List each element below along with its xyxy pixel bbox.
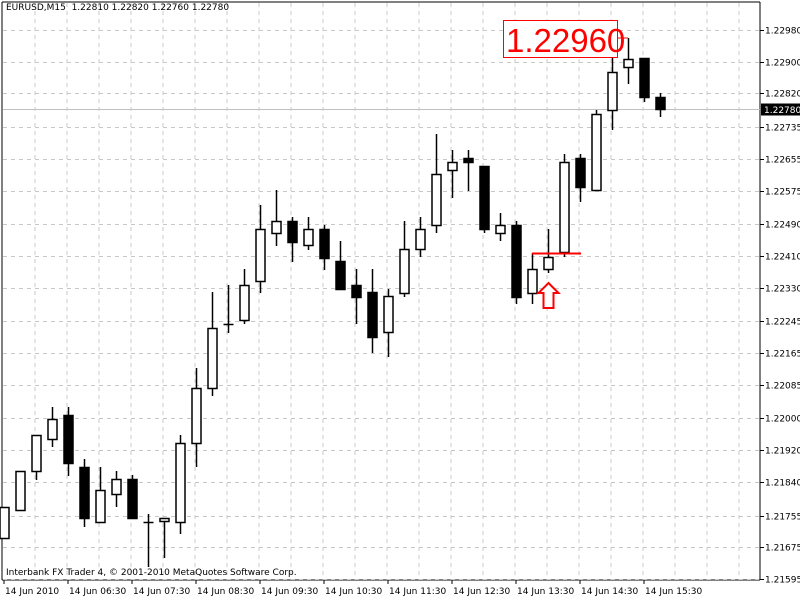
high-price-label-box bbox=[503, 20, 618, 58]
candle-bullish bbox=[399, 248, 410, 295]
time-tick-label: 14 Jun 10:30 bbox=[325, 587, 382, 597]
ohlc-close: 1.22780 bbox=[191, 3, 230, 13]
candle-bullish bbox=[255, 228, 266, 283]
candle-bullish bbox=[495, 224, 506, 235]
candle-bullish bbox=[111, 478, 122, 496]
time-tick-label: 14 Jun 06:30 bbox=[69, 587, 126, 597]
candle-bullish bbox=[383, 295, 394, 334]
price-tick-label: 1.22980 bbox=[765, 27, 800, 37]
price-tick-label: 1.22900 bbox=[765, 59, 800, 69]
time-tick-label: 14 Jun 13:30 bbox=[517, 587, 574, 597]
time-tick-label: 14 Jun 07:30 bbox=[133, 587, 190, 597]
candle-bullish bbox=[431, 173, 442, 227]
current-price-label: 1.22780 bbox=[764, 106, 800, 116]
time-tick-label: 14 Jun 15:30 bbox=[645, 587, 702, 597]
candle-bearish bbox=[367, 291, 378, 339]
candle-bullish bbox=[175, 442, 186, 524]
candle-bullish bbox=[95, 489, 106, 524]
price-tick-label: 1.22655 bbox=[765, 156, 800, 166]
candle-bearish bbox=[639, 57, 650, 99]
price-tick-label: 1.21920 bbox=[765, 447, 800, 457]
time-tick-label: 14 Jun 12:30 bbox=[453, 587, 510, 597]
candle-bullish bbox=[447, 161, 458, 172]
candle-bullish bbox=[0, 506, 10, 540]
current-price-badge bbox=[761, 103, 800, 116]
high-price-label: 1.22960 bbox=[506, 22, 625, 59]
price-tick-label: 1.22735 bbox=[765, 124, 800, 134]
price-tick-label: 1.22165 bbox=[765, 350, 800, 360]
candle-bearish bbox=[79, 466, 90, 520]
price-tick-label: 1.22330 bbox=[765, 285, 800, 295]
price-tick-label: 1.22000 bbox=[765, 415, 800, 425]
candle-bullish bbox=[191, 387, 202, 445]
price-tick-label: 1.22245 bbox=[765, 318, 800, 328]
price-tick-label: 1.21595 bbox=[765, 576, 800, 586]
candle-bullish bbox=[559, 161, 570, 254]
price-tick-label: 1.22820 bbox=[765, 90, 800, 100]
candle-bearish bbox=[319, 228, 330, 260]
time-tick-label: 14 Jun 2010 bbox=[5, 587, 59, 597]
candle-bullish bbox=[623, 58, 634, 69]
candle-bullish bbox=[543, 256, 554, 271]
candle-bearish bbox=[287, 220, 298, 244]
buy-arrow-icon bbox=[536, 281, 561, 309]
candle-bullish bbox=[607, 71, 618, 112]
candle-bullish bbox=[239, 284, 250, 322]
candle-bullish bbox=[415, 228, 426, 251]
time-tick-label: 14 Jun 08:30 bbox=[197, 587, 254, 597]
candle-bearish bbox=[511, 224, 522, 299]
candle-bullish bbox=[15, 470, 26, 512]
candle-bearish bbox=[351, 284, 362, 299]
candle-bullish bbox=[271, 220, 282, 235]
price-tick-label: 1.21675 bbox=[765, 544, 800, 554]
price-tick-label: 1.22085 bbox=[765, 382, 800, 392]
candle-bullish bbox=[591, 113, 602, 192]
price-tick-label: 1.22410 bbox=[765, 253, 800, 263]
candle-bullish bbox=[207, 327, 218, 390]
symbol-label: EURUSD,M15 bbox=[6, 3, 66, 13]
chart-header: EURUSD,M15 1.22810 1.22820 1.22760 1.227… bbox=[6, 3, 229, 13]
time-tick-label: 14 Jun 09:30 bbox=[261, 587, 318, 597]
candle-bearish bbox=[127, 478, 138, 520]
candle-bullish bbox=[527, 268, 538, 295]
price-tick-label: 1.21840 bbox=[765, 479, 800, 489]
candle-bullish bbox=[159, 517, 170, 523]
candle-bullish bbox=[47, 418, 58, 441]
candle-bearish bbox=[63, 414, 74, 465]
time-tick-label: 14 Jun 11:30 bbox=[389, 587, 446, 597]
candle-bearish bbox=[575, 157, 586, 189]
copyright-text: Interbank FX Trader 4, © 2001-2010 MetaQ… bbox=[6, 568, 297, 578]
candle-bearish bbox=[479, 165, 490, 231]
candle-bearish bbox=[335, 260, 346, 291]
price-tick-label: 1.21755 bbox=[765, 513, 800, 523]
price-tick-label: 1.22575 bbox=[765, 188, 800, 198]
candle-bullish bbox=[303, 228, 314, 247]
ohlc-low: 1.22760 bbox=[151, 3, 189, 13]
price-tick-label: 1.22490 bbox=[765, 221, 800, 231]
ohlc-high: 1.22820 bbox=[111, 3, 149, 13]
time-tick-label: 14 Jun 14:30 bbox=[581, 587, 638, 597]
candle-bearish bbox=[463, 157, 474, 164]
candle-bearish bbox=[655, 96, 666, 111]
candle-bullish bbox=[31, 434, 42, 473]
ohlc-open: 1.22810 bbox=[71, 3, 109, 13]
